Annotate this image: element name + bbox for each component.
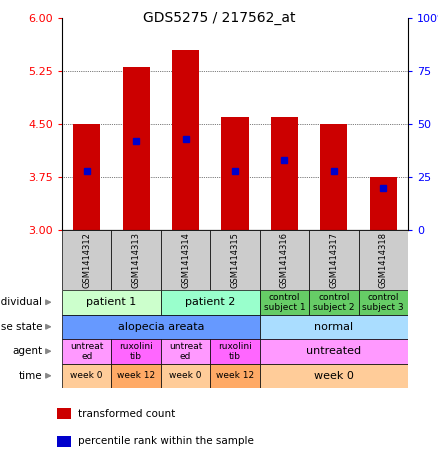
- Bar: [161, 290, 260, 314]
- Text: GSM1414315: GSM1414315: [230, 232, 240, 288]
- Text: time: time: [18, 371, 42, 381]
- Bar: [260, 314, 408, 339]
- Text: GSM1414318: GSM1414318: [379, 232, 388, 288]
- Bar: [309, 230, 359, 290]
- Text: week 0: week 0: [170, 371, 202, 380]
- Bar: [161, 230, 210, 290]
- Bar: [260, 290, 309, 314]
- Bar: [309, 290, 359, 314]
- Text: GSM1414314: GSM1414314: [181, 232, 190, 288]
- Text: untreated: untreated: [306, 346, 361, 356]
- Text: normal: normal: [314, 322, 353, 332]
- Bar: [172, 50, 199, 230]
- Text: week 12: week 12: [216, 371, 254, 380]
- Text: ruxolini
tib: ruxolini tib: [218, 342, 252, 361]
- Bar: [370, 177, 397, 230]
- Text: GSM1414316: GSM1414316: [280, 232, 289, 288]
- Bar: [62, 363, 111, 388]
- Text: ruxolini
tib: ruxolini tib: [119, 342, 153, 361]
- Bar: [161, 363, 210, 388]
- Bar: [221, 117, 249, 230]
- Bar: [260, 339, 408, 363]
- Text: disease state: disease state: [0, 322, 42, 332]
- Bar: [62, 230, 111, 290]
- Bar: [161, 339, 210, 363]
- Bar: [57, 436, 71, 447]
- Text: untreat
ed: untreat ed: [70, 342, 103, 361]
- Text: transformed count: transformed count: [78, 409, 175, 419]
- Text: week 0: week 0: [314, 371, 354, 381]
- Bar: [210, 230, 260, 290]
- Bar: [62, 339, 111, 363]
- Bar: [62, 290, 161, 314]
- Text: week 12: week 12: [117, 371, 155, 380]
- Text: week 0: week 0: [71, 371, 103, 380]
- Bar: [73, 124, 100, 230]
- Text: control
subject 1: control subject 1: [264, 293, 305, 312]
- Bar: [260, 363, 408, 388]
- Text: percentile rank within the sample: percentile rank within the sample: [78, 436, 254, 446]
- Bar: [111, 339, 161, 363]
- Text: control
subject 2: control subject 2: [313, 293, 355, 312]
- Bar: [359, 290, 408, 314]
- Bar: [57, 409, 71, 419]
- Text: patient 2: patient 2: [185, 297, 236, 307]
- Bar: [123, 67, 150, 230]
- Text: patient 1: patient 1: [86, 297, 137, 307]
- Text: GSM1414317: GSM1414317: [329, 232, 339, 288]
- Text: GSM1414313: GSM1414313: [132, 232, 141, 288]
- Bar: [271, 117, 298, 230]
- Bar: [260, 230, 309, 290]
- Bar: [62, 314, 260, 339]
- Bar: [111, 363, 161, 388]
- Text: GSM1414312: GSM1414312: [82, 232, 91, 288]
- Text: alopecia areata: alopecia areata: [118, 322, 204, 332]
- Text: control
subject 3: control subject 3: [363, 293, 404, 312]
- Text: untreat
ed: untreat ed: [169, 342, 202, 361]
- Text: GDS5275 / 217562_at: GDS5275 / 217562_at: [143, 11, 295, 25]
- Bar: [111, 230, 161, 290]
- Text: agent: agent: [12, 346, 42, 356]
- Bar: [359, 230, 408, 290]
- Bar: [320, 124, 347, 230]
- Bar: [210, 363, 260, 388]
- Text: individual: individual: [0, 297, 42, 307]
- Bar: [210, 339, 260, 363]
